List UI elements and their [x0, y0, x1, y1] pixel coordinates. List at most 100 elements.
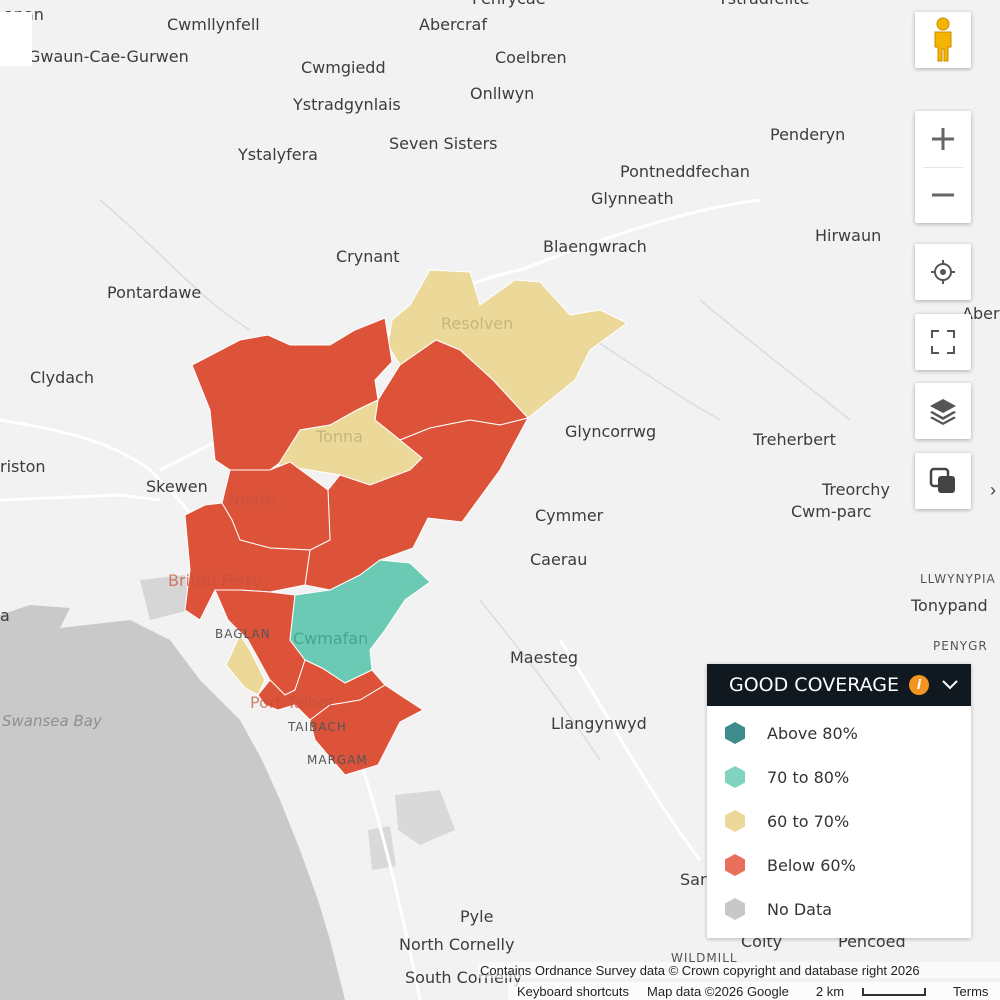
overlay-icon — [929, 467, 955, 493]
region-margam — [309, 684, 424, 776]
place-label-cwmgiedd: Cwmgiedd — [301, 58, 386, 77]
place-label-coelbren: Coelbren — [495, 48, 567, 67]
map-footer: Keyboard shortcuts Map data ©2026 Google… — [508, 982, 1000, 1000]
legend-item[interactable]: 60 to 70% — [707, 799, 971, 843]
sea-area-left — [0, 605, 70, 640]
scale-control[interactable]: 2 km — [807, 984, 935, 999]
hexagon-swatch-icon — [725, 810, 745, 832]
legend-item[interactable]: Below 60% — [707, 843, 971, 887]
map-data-text: Map data ©2026 Google — [647, 983, 789, 999]
keyboard-shortcuts-link[interactable]: Keyboard shortcuts — [517, 983, 630, 999]
place-label-maesteg: Maesteg — [510, 648, 579, 667]
legend-item[interactable]: No Data — [707, 887, 971, 931]
place-label-seven-sisters: Seven Sisters — [389, 134, 498, 153]
fullscreen-icon — [931, 330, 955, 354]
place-label-wildmill: WILDMILL — [671, 951, 738, 965]
place-label-sarn: Sar — [680, 870, 707, 889]
os-attribution: Contains Ordnance Survey data © Crown co… — [478, 962, 1000, 978]
layers-icon — [930, 399, 956, 425]
place-label-penygraig: PENYGR — [933, 639, 988, 653]
legend-item-label: Below 60% — [767, 855, 856, 875]
place-label-caerau: Caerau — [530, 550, 588, 569]
place-label-margam: MARGAM — [307, 753, 368, 767]
place-label-swansea-bay: Swansea Bay — [2, 712, 102, 730]
pegman-icon — [934, 17, 952, 62]
crosshair-icon — [931, 260, 955, 284]
place-label-cwm-parc: Cwm-parc — [791, 502, 872, 521]
place-label-abercraf: Abercraf — [419, 15, 487, 34]
place-label-cymmer: Cymmer — [535, 506, 604, 525]
place-label-clydach: Clydach — [30, 368, 94, 387]
docks — [140, 575, 190, 620]
place-label-top-ystradfellte: Ystradfellte — [718, 0, 809, 8]
place-label-briton-ferry: Briton Ferry — [168, 571, 262, 590]
minus-icon — [932, 193, 954, 197]
chevron-right-icon[interactable]: › — [990, 480, 996, 500]
pegman-button[interactable] — [915, 12, 971, 68]
place-label-skewen: Skewen — [146, 477, 208, 496]
my-location-button[interactable] — [915, 244, 971, 300]
sea-area — [0, 620, 345, 1000]
place-label-aberdare: Aberd — [962, 304, 1000, 323]
place-label-pontneddfechan: Pontneddfechan — [620, 162, 750, 181]
terms-link[interactable]: Terms — [953, 983, 989, 999]
overlay-button[interactable] — [915, 453, 971, 509]
top-left-panel — [0, 12, 32, 66]
legend-items: Above 80% 70 to 80% 60 to 70% Below 60% No D… — [707, 706, 971, 931]
fullscreen-button[interactable] — [915, 314, 971, 370]
place-label-pyle: Pyle — [460, 907, 494, 926]
zoom-in-button[interactable] — [915, 111, 971, 167]
legend-item[interactable]: Above 80% — [707, 711, 971, 755]
coverage-legend: GOOD COVERAGE i Above 80% 70 to 80% 60 to … — [707, 664, 971, 938]
place-label-crynant: Crynant — [336, 247, 400, 266]
zoom-divider — [923, 166, 963, 168]
place-label-taibach: TAIBACH — [288, 720, 347, 734]
place-label-penderyn: Penderyn — [770, 125, 846, 144]
place-label-riston: riston — [0, 457, 46, 476]
place-label-neath: Neath — [228, 490, 277, 509]
hexagon-swatch-icon — [725, 898, 745, 920]
place-label-treorchy: Treorchy — [822, 480, 890, 499]
legend-item-label: 60 to 70% — [767, 811, 850, 831]
place-label-ystalyfera: Ystalyfera — [238, 145, 318, 164]
zoom-control — [915, 111, 971, 223]
place-label-port-talbot: Port Talbot — [250, 693, 335, 712]
hexagon-swatch-icon — [725, 722, 745, 744]
place-label-hirwaun: Hirwaun — [815, 226, 882, 245]
place-label-tonna: Tonna — [316, 427, 363, 446]
legend-item-label: No Data — [767, 899, 833, 919]
place-label-llwynypia: LLWYNYPIA — [920, 572, 996, 586]
place-label-top-penrycae: Penrycae — [472, 0, 546, 8]
legend-title: GOOD COVERAGE — [729, 674, 900, 696]
zoom-out-button[interactable] — [915, 167, 971, 223]
place-label-onllwyn: Onllwyn — [470, 84, 535, 103]
place-label-gwaun: Gwaun-Cae-Gurwen — [28, 47, 189, 66]
plus-icon — [932, 127, 954, 150]
region-port-talbot — [257, 659, 386, 721]
layers-button[interactable] — [915, 383, 971, 439]
legend-item-label: 70 to 80% — [767, 767, 850, 787]
coverage-regions[interactable] — [184, 269, 628, 776]
place-label-ystradgynlais: Ystradgynlais — [293, 95, 401, 114]
place-label-cwmafan: Cwmafan — [293, 629, 369, 648]
legend-header[interactable]: GOOD COVERAGE i — [707, 664, 971, 706]
info-icon[interactable]: i — [909, 675, 930, 695]
legend-item[interactable]: 70 to 80% — [707, 755, 971, 799]
chevron-down-icon[interactable] — [941, 679, 959, 691]
hexagon-swatch-icon — [725, 766, 745, 788]
hexagon-swatch-icon — [725, 854, 745, 876]
place-label-north-cornelly: North Cornelly — [399, 935, 515, 954]
place-label-blaengwrach: Blaengwrach — [543, 237, 647, 256]
place-label-glyncorrwg: Glyncorrwg — [565, 422, 657, 441]
industrial-area — [395, 790, 455, 845]
legend-item-label: Above 80% — [767, 723, 858, 743]
place-label-treherbert: Treherbert — [753, 430, 836, 449]
place-label-cwmllynfell: Cwmllynfell — [167, 15, 260, 34]
region-skewen-south — [184, 502, 311, 621]
place-label-llangynwyd: Llangynwyd — [551, 714, 647, 733]
place-label-a-swansea: a — [0, 606, 10, 625]
place-label-baglan: BAGLAN — [215, 627, 271, 641]
place-label-glynneath: Glynneath — [591, 189, 674, 208]
scale-bar — [862, 988, 927, 997]
